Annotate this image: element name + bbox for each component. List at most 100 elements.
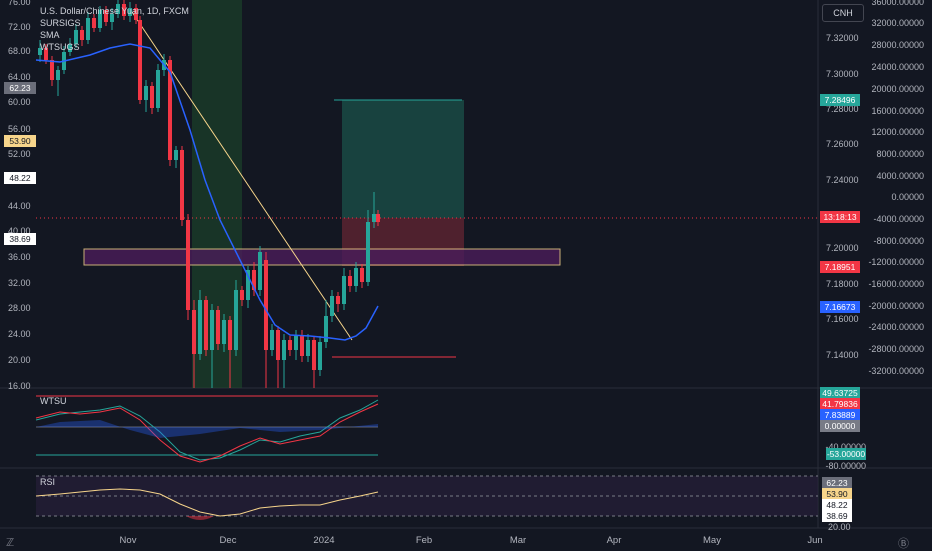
candle-body — [138, 20, 142, 100]
symbol-title[interactable]: U.S. Dollar/Chinese Yuan, 1D, FXCM — [40, 6, 189, 16]
left-axis-tick: 36.00 — [8, 252, 31, 262]
rsi-badge-bg — [822, 510, 852, 522]
volume-axis-tick: -8000.00000 — [873, 236, 924, 246]
wtsu-histogram — [36, 420, 378, 438]
volume-axis-tick: 28000.00000 — [871, 40, 924, 50]
candle-body — [342, 276, 346, 304]
price-axis-tick: 7.24000 — [826, 175, 859, 185]
time-axis-label: Mar — [510, 535, 526, 546]
left-axis-badge-bg — [4, 135, 36, 147]
volume-axis-tick: -20000.00000 — [868, 301, 924, 311]
volume-axis-tick: 20000.00000 — [871, 84, 924, 94]
candle-body — [168, 60, 172, 160]
candle-body — [282, 340, 286, 360]
candle-body — [144, 86, 148, 100]
price-axis-badge: 7.16673 — [825, 302, 856, 312]
indicator-sma[interactable]: SMA — [40, 30, 60, 40]
candle-body — [122, 4, 126, 16]
chart-legend: U.S. Dollar/Chinese Yuan, 1D, FXCM SURSI… — [40, 5, 189, 53]
candle-body — [174, 150, 178, 160]
left-axis-tick: 28.00 — [8, 303, 31, 313]
indicator-wtsugs[interactable]: WTSUGS — [40, 42, 80, 52]
volume-axis-tick: -16000.00000 — [868, 279, 924, 289]
wtsu-badge-bg — [820, 420, 860, 432]
candle-body — [128, 8, 132, 16]
left-axis-badge: 53.90 — [9, 136, 31, 146]
volume-axis-tick: 32000.00000 — [871, 18, 924, 28]
wtsu-badge-bg — [820, 387, 860, 399]
left-axis-badge-bg — [4, 82, 36, 94]
candle-body — [258, 252, 262, 290]
left-axis-tick: 60.00 — [8, 97, 31, 107]
price-axis-tick: 7.18000 — [826, 279, 859, 289]
candle-body — [44, 48, 48, 60]
volume-axis-tick: 4000.00000 — [876, 171, 924, 181]
candle-body — [228, 320, 232, 350]
z-icon[interactable]: ℤ — [6, 537, 15, 549]
rsi-line[interactable] — [35, 488, 379, 517]
left-axis-tick: 56.00 — [8, 124, 31, 134]
wtsu-tick: -40.00000 — [825, 442, 866, 452]
candle-body — [210, 310, 214, 350]
support-zone[interactable] — [83, 248, 561, 266]
candle-body — [216, 310, 220, 344]
candle-body — [116, 4, 120, 14]
candle-body — [204, 300, 208, 350]
left-axis-tick: 44.00 — [8, 201, 31, 211]
candle-body — [180, 150, 184, 220]
volume-axis-tick: 0.00000 — [891, 192, 924, 202]
wtsu-slow-line — [35, 403, 379, 463]
volume-axis-tick: -24000.00000 — [868, 322, 924, 332]
price-axis-tick: 7.28000 — [826, 104, 859, 114]
price-axis-tick: 7.20000 — [826, 243, 859, 253]
indicator-sursigs[interactable]: SURSIGS — [40, 18, 81, 28]
candle-body — [192, 310, 196, 354]
time-axis-label: Dec — [220, 535, 237, 546]
rsi-tick: 20.00 — [828, 522, 851, 532]
price-axis-badge-bg — [820, 211, 860, 223]
rsi-pane-title[interactable]: RSI — [40, 477, 56, 487]
candle-body — [246, 270, 250, 300]
candle-body — [306, 340, 310, 356]
rsi-badge: 62.23 — [826, 478, 848, 488]
candle-body — [372, 214, 376, 222]
candle-body — [186, 220, 190, 310]
candle-body — [156, 70, 160, 108]
left-axis-tick: 72.00 — [8, 22, 31, 32]
candle-body — [86, 18, 90, 40]
left-axis-tick: 16.00 — [8, 381, 31, 391]
wtsu-pane-title[interactable]: WTSU — [40, 396, 67, 406]
candle-body — [134, 8, 138, 20]
b-icon[interactable]: Ⓑ — [898, 538, 909, 550]
candles[interactable] — [38, 0, 380, 388]
candle-body — [324, 316, 328, 342]
left-axis-badge-bg — [4, 233, 36, 245]
candle-body — [150, 86, 154, 108]
candle-body — [222, 320, 226, 344]
sma-line[interactable] — [35, 43, 379, 341]
wtsu-badge-bg — [820, 409, 860, 421]
candle-body — [366, 222, 370, 282]
candle-body — [336, 296, 340, 304]
long-target-zone[interactable] — [342, 100, 464, 218]
volume-axis-tick: -32000.00000 — [868, 366, 924, 376]
candle-body — [300, 336, 304, 356]
price-axis-badge: 7.28496 — [825, 95, 856, 105]
volume-axis-tick: 12000.00000 — [871, 127, 924, 137]
price-axis-badge-bg — [820, 301, 860, 313]
candle-body — [348, 276, 352, 286]
volume-axis-tick: -12000.00000 — [868, 257, 924, 267]
currency-button[interactable]: CNH — [822, 4, 864, 22]
candle-body — [110, 14, 114, 22]
left-axis-badge: 38.69 — [9, 234, 31, 244]
volume-axis-tick: -4000.00000 — [873, 214, 924, 224]
candle-body — [276, 330, 280, 360]
time-axis-label: Jun — [807, 535, 822, 546]
rsi-badge-bg — [822, 488, 852, 500]
candle-body — [312, 340, 316, 370]
candle-body — [240, 290, 244, 300]
wtsu-tick-badge: -53.00000 — [827, 449, 866, 459]
volume-axis-tick: 16000.00000 — [871, 106, 924, 116]
